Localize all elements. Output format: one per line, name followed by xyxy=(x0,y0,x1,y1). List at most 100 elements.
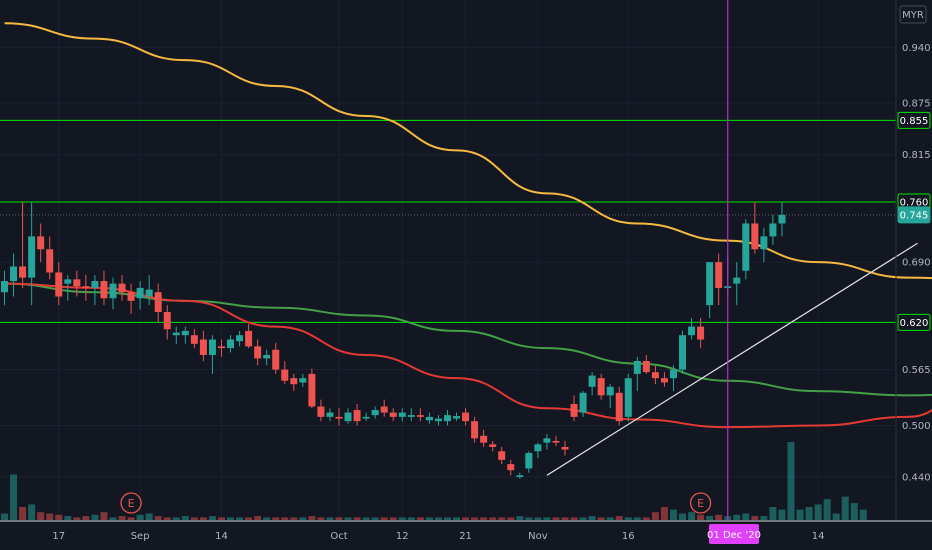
volume-bar xyxy=(660,507,668,520)
volume-bar xyxy=(407,517,415,520)
candle-body xyxy=(290,378,298,385)
candle-body xyxy=(398,412,406,417)
candle xyxy=(254,339,262,366)
currency-label: MYR xyxy=(902,10,924,21)
candle-body xyxy=(308,373,316,407)
candle xyxy=(154,283,162,323)
trend-line xyxy=(546,242,918,476)
candle xyxy=(751,201,759,254)
candle xyxy=(181,326,189,344)
candle-body xyxy=(19,266,27,278)
volume-bar xyxy=(850,503,858,520)
volume-bar xyxy=(335,517,343,520)
candle xyxy=(55,262,63,306)
candle-body xyxy=(145,289,153,297)
volume-bar xyxy=(489,517,497,520)
volume-bar xyxy=(371,517,379,520)
candle xyxy=(407,408,415,422)
candle-body xyxy=(597,378,605,396)
volume-bar xyxy=(28,504,36,520)
candle-body xyxy=(778,214,786,224)
candle xyxy=(199,330,207,361)
candle-body xyxy=(525,452,533,469)
candle xyxy=(443,409,451,426)
volume-bar xyxy=(624,517,632,520)
candle-body xyxy=(263,354,271,359)
candle-body xyxy=(516,475,524,478)
volume-bar xyxy=(290,517,298,520)
currency-badge: MYR xyxy=(899,5,927,24)
horizontal-levels[interactable] xyxy=(0,119,896,323)
candle-body xyxy=(742,223,750,271)
candle-body xyxy=(353,409,361,422)
candle xyxy=(19,201,27,288)
candle xyxy=(290,373,298,392)
volume-bar xyxy=(715,514,723,520)
candle-body xyxy=(28,236,36,278)
candle-body xyxy=(55,272,63,297)
candle xyxy=(353,403,361,426)
volume-bar xyxy=(208,516,216,520)
earnings-marker[interactable]: E xyxy=(120,492,142,514)
candle xyxy=(425,412,433,424)
trend-line-group[interactable] xyxy=(546,242,918,476)
volume-bar xyxy=(145,513,153,520)
volume-bar xyxy=(642,517,650,520)
candle-body xyxy=(181,330,189,336)
candle xyxy=(263,349,271,366)
candle xyxy=(28,201,36,306)
volume-bar xyxy=(227,517,235,520)
volume-bar xyxy=(317,517,325,520)
candle-body xyxy=(679,335,687,370)
time-tick-label: 21 xyxy=(459,531,472,542)
candle-body xyxy=(254,346,262,359)
volume-bar xyxy=(679,513,687,520)
moving-averages xyxy=(4,22,932,429)
candle xyxy=(281,360,289,385)
candle-body xyxy=(561,446,569,450)
candle xyxy=(145,275,153,306)
candle xyxy=(561,440,569,456)
volume-bar xyxy=(552,517,560,520)
candle xyxy=(453,412,461,422)
price-axis[interactable]: 0.940 0.875 0.815 0.690 0.565 0.500 0.440 xyxy=(902,43,931,484)
volume-bar xyxy=(498,517,506,520)
volume-bar xyxy=(525,517,533,520)
candle xyxy=(507,459,515,476)
candle-body xyxy=(453,416,461,419)
volume-bar xyxy=(344,517,352,520)
candle xyxy=(579,391,587,417)
price-tick-label: 0.940 xyxy=(902,43,931,54)
price-tag-label: 0.760 xyxy=(900,197,929,208)
volume-bar xyxy=(362,517,370,520)
candle xyxy=(82,275,90,301)
candle-body xyxy=(73,279,81,287)
candle-body xyxy=(543,438,551,443)
volume-bar xyxy=(236,517,244,520)
candle-body xyxy=(579,392,587,413)
candle-body xyxy=(389,412,397,417)
volume-bar xyxy=(37,512,45,520)
volume-bar xyxy=(380,517,388,520)
candle-body xyxy=(371,409,379,416)
candle xyxy=(778,201,786,237)
volume-bar xyxy=(443,517,451,520)
price-tag: 0.620 xyxy=(897,313,931,331)
volume-bar xyxy=(688,512,696,520)
volume-bar xyxy=(462,517,470,520)
price-tick-label: 0.875 xyxy=(902,99,931,110)
volume-bar xyxy=(841,496,849,520)
candle xyxy=(190,329,198,349)
price-tick-label: 0.440 xyxy=(902,473,931,484)
candle xyxy=(733,262,741,306)
volume-bar xyxy=(633,517,641,520)
candle xyxy=(245,324,253,349)
candle-body xyxy=(380,406,388,413)
earnings-marker[interactable]: E xyxy=(689,492,712,514)
candle xyxy=(597,373,605,400)
time-axis[interactable]: 17 Sep 14 Oct 12 21 Nov 16 14 xyxy=(52,531,824,542)
candle-body xyxy=(733,277,741,284)
